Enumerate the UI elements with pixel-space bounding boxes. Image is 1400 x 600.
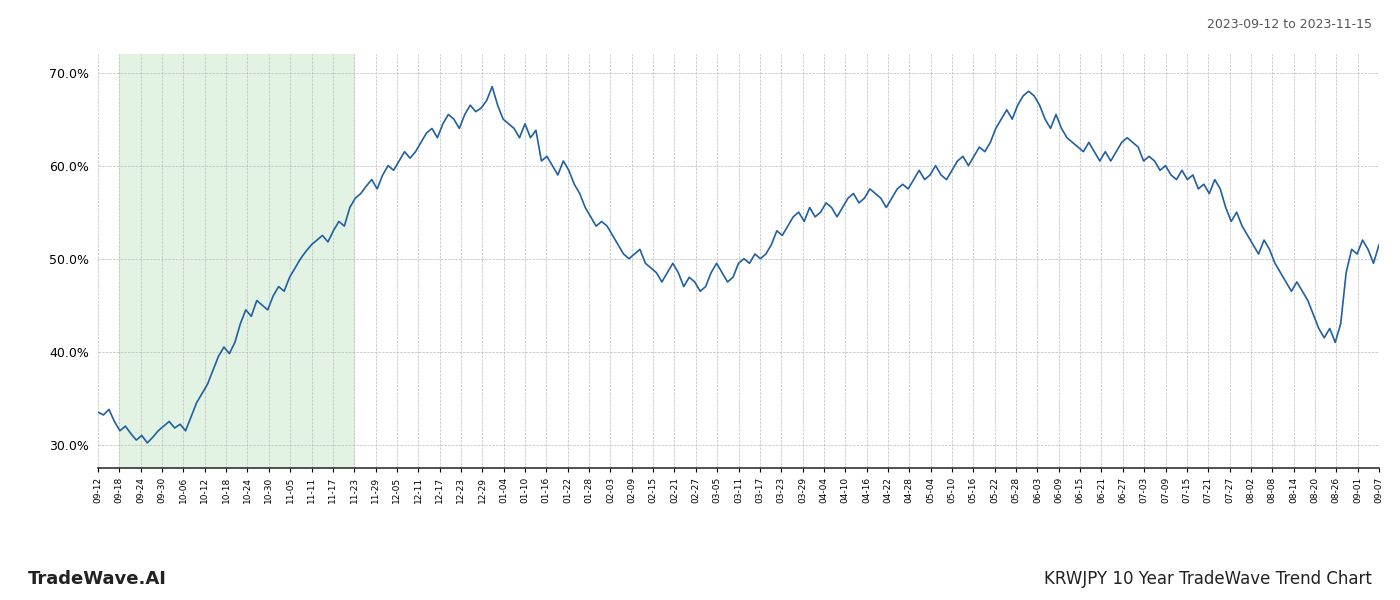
Bar bbox=[119, 54, 354, 468]
Text: TradeWave.AI: TradeWave.AI bbox=[28, 570, 167, 588]
Text: KRWJPY 10 Year TradeWave Trend Chart: KRWJPY 10 Year TradeWave Trend Chart bbox=[1044, 570, 1372, 588]
Text: 2023-09-12 to 2023-11-15: 2023-09-12 to 2023-11-15 bbox=[1207, 18, 1372, 31]
